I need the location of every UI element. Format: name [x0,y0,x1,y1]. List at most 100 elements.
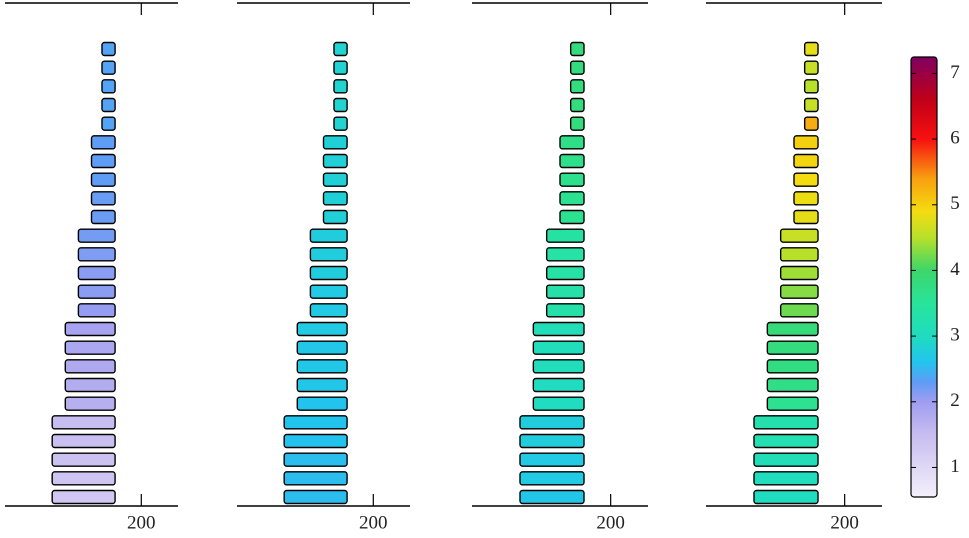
bar [753,471,819,486]
bar [559,209,585,225]
bar [90,135,116,150]
bar [559,191,585,206]
bar [519,433,585,449]
bar [559,172,585,187]
bar [101,60,116,75]
colorbar-tick-label: 4 [950,259,960,280]
bar [309,303,348,318]
bar [283,433,348,449]
bar [296,377,348,393]
bar [793,172,819,187]
bar [779,284,819,299]
bar [779,228,819,243]
bar [296,340,348,355]
bar [64,377,116,393]
bar [569,41,585,57]
bar [766,359,819,374]
colorbar-tick-label: 3 [950,324,960,345]
bar [51,452,116,467]
bar [77,303,116,318]
bar [77,228,116,243]
bar [322,153,348,169]
bar [545,303,585,318]
bar [51,433,116,449]
bar [64,340,116,355]
bar [322,172,348,187]
bar [309,284,348,299]
bar [779,303,819,318]
bar [779,265,819,281]
bar [803,79,819,94]
bar [519,415,585,430]
bar [766,340,819,355]
bar [90,172,116,187]
bar [283,471,348,486]
bar [90,191,116,206]
bar [101,41,116,57]
bar [101,97,116,113]
bar [532,396,585,411]
bar [545,284,585,299]
bar [322,135,348,150]
bar [51,415,116,430]
bar [753,433,819,449]
colorbar-tick-label: 2 [950,390,960,411]
bar [322,209,348,225]
x-tick-label: 200 [359,512,388,533]
colorbar-tick-label: 1 [950,456,960,477]
bar [519,471,585,486]
bar [793,191,819,206]
bar [766,321,819,337]
bar [753,452,819,467]
bar [793,153,819,169]
bar [283,415,348,430]
bar [322,191,348,206]
bar [803,41,819,57]
bar [569,116,585,131]
bar [532,377,585,393]
bar [333,60,348,75]
bar [803,116,819,131]
bar [569,60,585,75]
bar [51,489,116,505]
bar [532,321,585,337]
bar [90,153,116,169]
colorbar-tick-label: 5 [950,193,960,214]
bar [77,284,116,299]
bar [309,265,348,281]
bar [333,79,348,94]
colorbar-tick-label: 7 [950,62,960,83]
bar [90,209,116,225]
bar [333,41,348,57]
bar [569,97,585,113]
colorbar [910,56,938,498]
bar [793,209,819,225]
bar [532,340,585,355]
bar [793,135,819,150]
bar [101,79,116,94]
bar [766,396,819,411]
bar [283,452,348,467]
bar [779,247,819,262]
bar [559,153,585,169]
bar [519,452,585,467]
x-tick-label: 200 [596,512,625,533]
bar [569,79,585,94]
bar [64,321,116,337]
bar [545,265,585,281]
bar [64,396,116,411]
bar [532,359,585,374]
bar [519,489,585,505]
bar [803,60,819,75]
bar [333,97,348,113]
bar [77,265,116,281]
bar [309,247,348,262]
bar [545,247,585,262]
bar [753,415,819,430]
x-tick-label: 200 [830,512,859,533]
x-tick-label: 200 [127,512,156,533]
colorbar-tick-label: 6 [950,127,960,148]
bar [766,377,819,393]
bar [333,116,348,131]
